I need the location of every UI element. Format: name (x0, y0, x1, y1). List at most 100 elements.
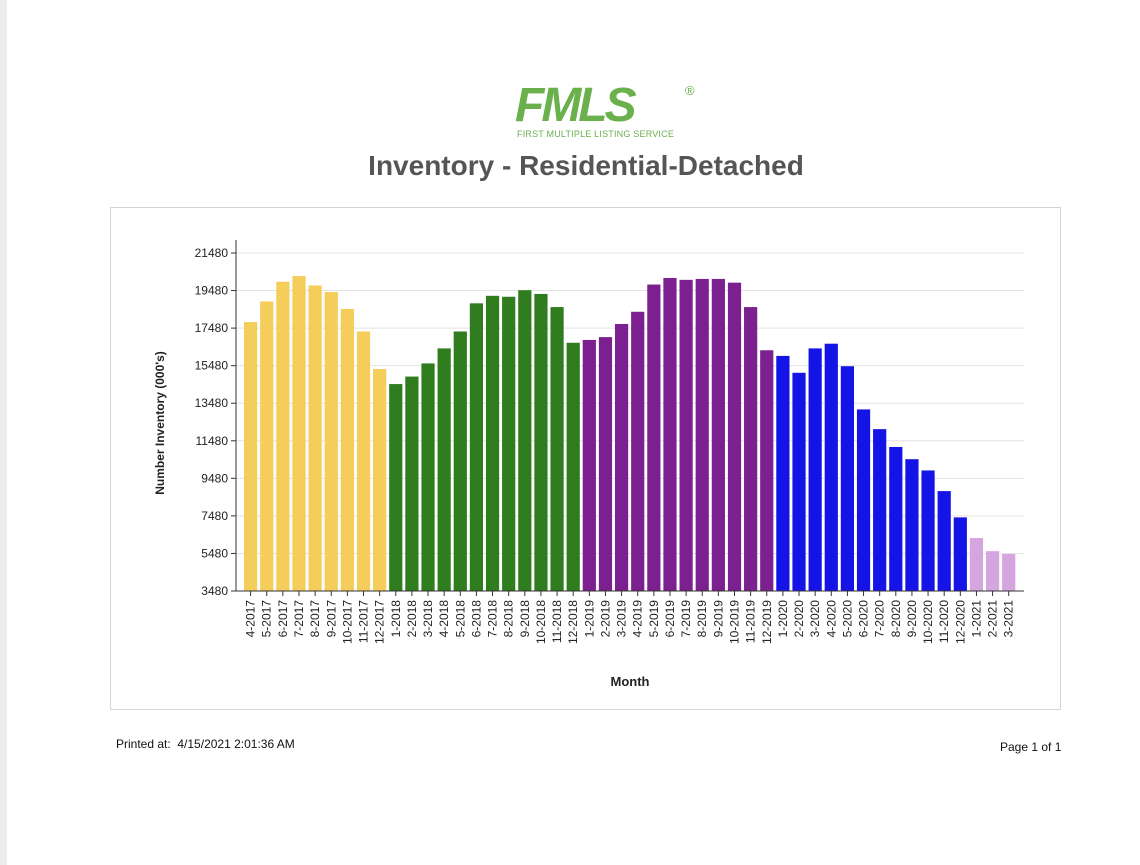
bar-2-2019 (598, 337, 613, 591)
y-tick-label: 3480 (201, 584, 228, 598)
x-axis-label: Month (611, 674, 650, 689)
bar-9-2018 (518, 290, 532, 591)
x-tick-label: 11-2018 (550, 600, 564, 643)
bar-1-2019 (582, 339, 596, 591)
bar-10-2020 (921, 470, 935, 591)
x-tick-label: 11-2019 (744, 600, 758, 643)
logo-registered-mark: ® (685, 83, 695, 98)
x-tick-label: 8-2017 (308, 600, 322, 638)
bar-11-2019 (744, 307, 758, 591)
y-tick-label: 17480 (195, 321, 229, 335)
bar-9-2019 (711, 278, 725, 591)
printed-at-label: Printed at: (116, 737, 171, 751)
bar-11-2018 (550, 307, 564, 591)
y-axis-label: Number Inventory (000's) (153, 351, 167, 495)
x-tick-label: 12-2020 (953, 600, 967, 644)
bar-6-2019 (663, 277, 677, 591)
x-tick-label: 8-2020 (889, 600, 903, 638)
bar-1-2018 (389, 384, 403, 591)
bar-9-2017 (324, 292, 338, 591)
x-tick-label: 12-2019 (760, 600, 774, 644)
x-tick-label: 2-2021 (986, 600, 1000, 638)
x-tick-label: 9-2017 (324, 600, 338, 638)
x-tick-label: 1-2021 (969, 600, 983, 638)
bar-12-2019 (760, 350, 774, 591)
page-number: Page 1 of 1 (1000, 740, 1062, 754)
bar-11-2020 (937, 491, 951, 591)
x-tick-label: 10-2019 (728, 600, 742, 644)
x-tick-label: 11-2017 (357, 600, 371, 643)
chart-frame (110, 207, 1061, 710)
x-tick-label: 12-2018 (566, 600, 580, 644)
y-tick-label: 11480 (196, 434, 229, 448)
x-tick-label: 1-2020 (776, 600, 790, 638)
x-tick-label: 6-2020 (857, 600, 871, 638)
bar-8-2018 (502, 296, 516, 591)
bar-4-2017 (244, 322, 258, 591)
printed-at: Printed at: 4/15/2021 2:01:36 AM (116, 737, 295, 751)
bar-2-2021 (985, 551, 1000, 591)
x-tick-label: 6-2018 (469, 600, 483, 638)
page-edge (0, 0, 7, 865)
bar-2-2018 (405, 376, 419, 591)
bar-5-2018 (453, 331, 467, 591)
bar-3-2018 (421, 363, 435, 591)
x-tick-label: 3-2020 (808, 600, 822, 638)
x-tick-label: 12-2017 (373, 600, 387, 644)
bar-8-2020 (889, 446, 903, 591)
bar-6-2018 (469, 303, 484, 591)
bar-4-2019 (631, 311, 645, 591)
bar-10-2017 (340, 308, 354, 591)
bar-8-2019 (695, 278, 709, 591)
bar-2-2020 (792, 372, 806, 591)
x-tick-label: 5-2019 (647, 600, 661, 638)
bar-8-2017 (308, 285, 322, 591)
printed-at-value: 4/15/2021 2:01:36 AM (177, 737, 295, 751)
x-tick-label: 10-2018 (534, 600, 548, 644)
x-tick-label: 1-2018 (389, 600, 403, 638)
x-tick-label: 9-2020 (905, 600, 919, 638)
fmls-logo: FMLS ® FIRST MULTIPLE LISTING SERVICE (515, 80, 705, 142)
y-tick-label: 7480 (201, 509, 228, 523)
x-tick-label: 6-2017 (276, 600, 290, 638)
y-tick-label: 5480 (201, 546, 228, 560)
x-tick-label: 3-2021 (1002, 600, 1016, 638)
bar-5-2017 (260, 301, 274, 591)
x-tick-label: 4-2020 (824, 600, 838, 638)
bar-12-2020 (953, 517, 967, 591)
bar-1-2020 (776, 355, 790, 591)
y-tick-label: 21480 (195, 246, 229, 260)
bar-4-2020 (824, 343, 838, 591)
bar-6-2020 (856, 409, 871, 591)
x-tick-label: 5-2018 (453, 600, 467, 638)
x-tick-label: 7-2018 (486, 600, 500, 638)
bar-4-2018 (437, 348, 451, 591)
x-tick-label: 4-2017 (244, 600, 258, 638)
bar-7-2017 (292, 276, 306, 591)
x-tick-label: 2-2018 (405, 600, 419, 638)
bar-11-2017 (356, 331, 371, 591)
x-tick-label: 3-2018 (421, 600, 435, 638)
x-tick-label: 8-2019 (695, 600, 709, 638)
x-tick-label: 9-2019 (711, 600, 725, 638)
bar-3-2021 (1002, 554, 1016, 591)
bar-1-2021 (969, 538, 984, 591)
bar-10-2019 (727, 282, 742, 591)
bar-5-2019 (647, 284, 661, 591)
bar-5-2020 (840, 366, 855, 591)
x-tick-label: 4-2019 (631, 600, 645, 638)
x-tick-label: 8-2018 (502, 600, 516, 638)
x-tick-label: 5-2020 (840, 600, 854, 638)
bar-3-2019 (614, 323, 629, 591)
bar-12-2018 (566, 342, 580, 591)
x-tick-label: 4-2018 (437, 600, 451, 638)
bar-10-2018 (534, 293, 548, 591)
x-tick-label: 1-2019 (582, 600, 596, 638)
x-tick-label: 10-2020 (921, 600, 935, 644)
y-tick-label: 19480 (195, 284, 229, 298)
x-tick-label: 3-2019 (615, 600, 629, 638)
bar-12-2017 (373, 369, 387, 591)
x-tick-label: 2-2020 (792, 600, 806, 638)
bar-3-2020 (808, 348, 822, 591)
